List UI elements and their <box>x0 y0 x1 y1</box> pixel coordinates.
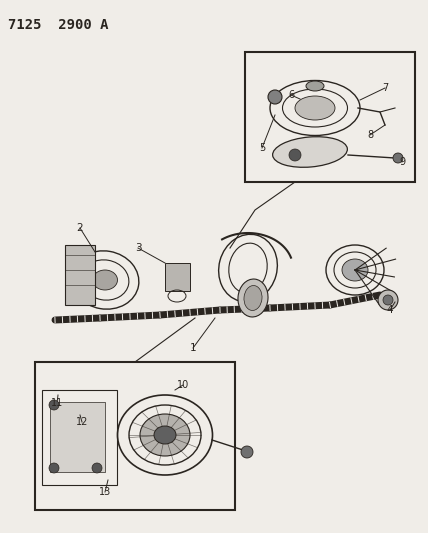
Ellipse shape <box>92 270 118 290</box>
Ellipse shape <box>244 286 262 311</box>
Circle shape <box>49 400 59 410</box>
Text: 5: 5 <box>259 143 265 153</box>
Text: 13: 13 <box>99 487 111 497</box>
Bar <box>165 263 190 291</box>
Circle shape <box>378 290 398 310</box>
Text: 11: 11 <box>51 398 63 408</box>
Circle shape <box>92 463 102 473</box>
Bar <box>50 402 105 472</box>
Ellipse shape <box>154 426 176 444</box>
Text: 7: 7 <box>382 83 388 93</box>
Circle shape <box>393 153 403 163</box>
Text: 7125  2900 A: 7125 2900 A <box>8 18 109 32</box>
Text: 4: 4 <box>386 305 393 315</box>
Circle shape <box>241 446 253 458</box>
Bar <box>42 390 117 485</box>
Bar <box>35 362 235 510</box>
Ellipse shape <box>238 279 268 317</box>
Circle shape <box>383 295 393 305</box>
Bar <box>65 245 95 305</box>
Ellipse shape <box>306 81 324 91</box>
Text: 3: 3 <box>135 243 141 253</box>
Text: 2: 2 <box>77 223 83 233</box>
Bar <box>245 52 415 182</box>
Text: 1: 1 <box>190 343 196 353</box>
Text: 10: 10 <box>177 380 189 390</box>
Text: 8: 8 <box>367 130 373 140</box>
Ellipse shape <box>273 136 348 167</box>
Circle shape <box>289 149 301 161</box>
Ellipse shape <box>295 96 335 120</box>
Text: 6: 6 <box>288 90 294 100</box>
Circle shape <box>268 90 282 104</box>
Circle shape <box>49 463 59 473</box>
Ellipse shape <box>140 414 190 456</box>
Text: 12: 12 <box>76 417 88 427</box>
Text: 9: 9 <box>399 157 405 167</box>
Ellipse shape <box>342 259 368 281</box>
